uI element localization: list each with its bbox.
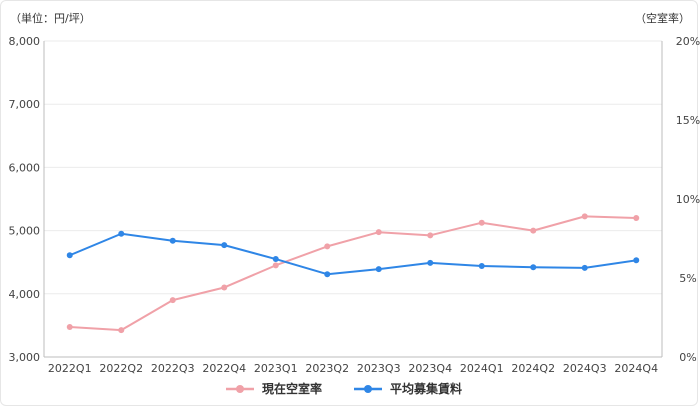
data-point	[272, 256, 279, 263]
x-tick-label: 2024Q3	[563, 362, 607, 375]
data-point	[169, 297, 176, 304]
x-tick-label: 2023Q4	[408, 362, 452, 375]
y-left-tick-label: 7,000	[9, 98, 41, 111]
data-point	[427, 232, 434, 239]
data-point	[375, 229, 382, 236]
data-point	[118, 230, 125, 237]
data-point	[169, 237, 176, 244]
legend-label: 現在空室率	[262, 381, 322, 396]
data-point	[478, 262, 485, 269]
x-tick-label: 2023Q3	[357, 362, 401, 375]
legend-marker	[364, 385, 372, 393]
data-point	[581, 264, 588, 271]
data-point	[633, 257, 640, 264]
axes: 3,000 4,000 5,000 6,000 7,000 8,000 0% 5% 10% 15%…	[9, 35, 700, 375]
gridlines	[43, 40, 663, 358]
data-point	[324, 271, 331, 278]
data-point	[530, 264, 537, 271]
x-tick-label: 2024Q4	[614, 362, 658, 375]
x-tick-label: 2024Q2	[511, 362, 555, 375]
data-point	[633, 214, 640, 221]
x-tick-label: 2022Q1	[48, 362, 92, 375]
data-point	[427, 259, 434, 266]
x-tick-label: 2024Q1	[460, 362, 504, 375]
data-point	[272, 262, 279, 269]
y-right-tick-label: 5%	[679, 272, 696, 285]
y-right-tick-label: 10%	[676, 193, 700, 206]
series-lines	[66, 213, 640, 334]
x-tick-label: 2022Q4	[202, 362, 246, 375]
x-tick-label: 2023Q2	[305, 362, 349, 375]
data-point	[375, 266, 382, 273]
x-tick-label: 2022Q3	[151, 362, 195, 375]
left-axis-unit: （単位：円/坪）	[10, 11, 91, 25]
y-right-tick-label: 15%	[676, 114, 700, 127]
right-axis-unit: （空室率）	[635, 11, 690, 25]
data-point	[221, 242, 228, 249]
x-tick-label: 2023Q1	[254, 362, 298, 375]
series-line-1	[69, 232, 637, 276]
data-point	[581, 213, 588, 220]
x-tick-label: 2022Q2	[99, 362, 143, 375]
y-left-tick-label: 5,000	[9, 225, 41, 238]
series-line-0	[69, 215, 637, 332]
legend-label: 平均募集賃料	[390, 381, 462, 396]
y-right-tick-label: 0%	[679, 351, 696, 364]
data-point	[478, 219, 485, 226]
legend: 現在空室率 平均募集賃料	[226, 381, 462, 396]
y-left-tick-label: 4,000	[9, 288, 41, 301]
data-point	[118, 327, 125, 334]
y-left-tick-label: 3,000	[9, 351, 41, 364]
y-right-tick-label: 20%	[676, 35, 700, 48]
data-point	[324, 243, 331, 250]
data-point	[530, 227, 537, 234]
y-left-tick-label: 8,000	[9, 35, 41, 48]
legend-marker	[236, 385, 244, 393]
data-point	[66, 252, 73, 259]
data-point	[66, 323, 73, 330]
data-point	[221, 284, 228, 291]
y-left-tick-label: 6,000	[9, 161, 41, 174]
